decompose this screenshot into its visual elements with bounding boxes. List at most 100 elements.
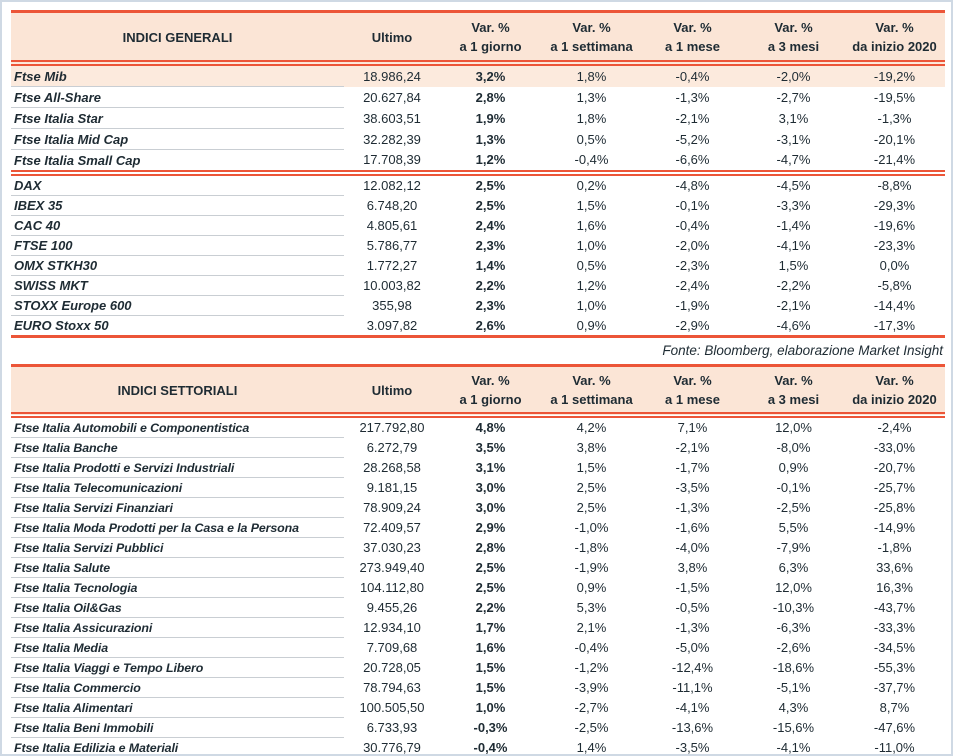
- var-1-settimana-cell: 0,9%: [576, 317, 607, 333]
- ultimo-cell: 9.181,15: [366, 480, 418, 495]
- table-row: Ftse Italia Servizi Pubblici 37.030,23 2,8…: [11, 537, 945, 558]
- header-row: INDICI SETTORIALI Ultimo Var. % a 1 giorno V…: [11, 365, 945, 418]
- var-1-mese-cell: -1,3%: [675, 89, 710, 105]
- var-inizio-2020-cell: -43,7%: [873, 600, 916, 615]
- var-3-mesi-cell: -0,1%: [776, 480, 811, 495]
- var-1-giorno-cell: 3,0%: [475, 500, 506, 515]
- var-1-settimana-cell: 0,2%: [576, 178, 607, 194]
- table-row: Ftse Italia Star 38.603,51 1,9% 1,8% -2,1% 3,…: [11, 107, 945, 129]
- col-header-line2: a 1 mese: [665, 39, 720, 54]
- var-1-mese-cell: -4,0%: [675, 540, 710, 555]
- index-name-cell: Ftse Italia Prodotti e Servizi Industria…: [11, 457, 344, 478]
- var-3-mesi-cell: -8,0%: [776, 440, 811, 455]
- ultimo-cell: 32.282,39: [363, 131, 421, 147]
- var-inizio-2020-cell: -33,0%: [873, 440, 916, 455]
- ultimo-cell: 38.603,51: [363, 110, 421, 126]
- table-row: Ftse Italia Small Cap 17.708,39 1,2% -0,4% -…: [11, 149, 945, 176]
- index-name-cell: OMX STKH30: [11, 255, 344, 276]
- var-3-mesi-cell: -5,1%: [776, 680, 811, 695]
- index-name-cell: Ftse Italia Moda Prodotti per la Casa e …: [11, 517, 344, 538]
- col-header-line2: a 1 settimana: [550, 39, 633, 54]
- var-3-mesi-cell: -18,6%: [772, 660, 815, 675]
- var-3-mesi-cell: 3,1%: [778, 110, 809, 126]
- var-1-settimana-cell: 0,5%: [576, 258, 607, 273]
- var-inizio-2020-cell: -19,2%: [844, 63, 945, 87]
- index-group-0: Ftse Mib 18.986,24 3,2% 1,8% -0,4% -2,0% -19,2…: [11, 63, 945, 176]
- var-1-mese-cell: -4,8%: [675, 178, 710, 194]
- var-inizio-2020-cell: -1,8%: [877, 540, 912, 555]
- col-header-line2: da inizio 2020: [852, 392, 937, 407]
- var-3-mesi-cell: -2,6%: [776, 640, 811, 655]
- var-1-settimana-cell: 2,5%: [576, 500, 607, 515]
- table-row: Ftse Italia Edilizia e Materiali 30.776,7…: [11, 738, 945, 755]
- ultimo-cell: 4.805,61: [366, 218, 418, 233]
- var-1-giorno-cell: 2,9%: [475, 520, 506, 535]
- var-1-giorno-cell: -0,4%: [473, 739, 508, 755]
- ultimo-cell: 100.505,50: [359, 700, 425, 715]
- table-row: Ftse Italia Servizi Finanziari 78.909,24 3…: [11, 497, 945, 518]
- table-row: Ftse Italia Commercio 78.794,63 1,5% -3,9% -…: [11, 677, 945, 698]
- var-1-giorno-cell: 1,9%: [475, 110, 506, 126]
- var-3-mesi-cell: -4,5%: [776, 178, 811, 194]
- table-row: Ftse Italia Alimentari 100.505,50 1,0% -2,7…: [11, 697, 945, 718]
- var-1-giorno-cell: 3,5%: [475, 440, 506, 455]
- index-group-0: Ftse Italia Automobili e Componentistica…: [11, 415, 945, 755]
- ultimo-cell: 3.097,82: [366, 317, 418, 333]
- col-header-line2: a 1 giorno: [459, 392, 522, 407]
- table-header: INDICI GENERALI Ultimo Var. % a 1 giorno Var…: [11, 11, 945, 66]
- ultimo-cell: 6.748,20: [366, 198, 418, 213]
- col-header-line1: Var. %: [471, 20, 510, 35]
- ultimo-cell: 78.794,63: [363, 680, 421, 695]
- var-inizio-2020-cell: -19,5%: [873, 89, 916, 105]
- var-1-giorno-cell: 1,2%: [440, 149, 541, 176]
- var-3-mesi-cell: -4,7%: [743, 149, 844, 176]
- var-inizio-2020-cell: -11,0%: [874, 739, 915, 755]
- ultimo-cell: 28.268,58: [363, 460, 421, 475]
- var-1-settimana-cell: 1,6%: [576, 218, 607, 233]
- var-1-settimana-cell: 1,3%: [576, 89, 607, 105]
- ultimo-cell: 104.112,80: [359, 580, 425, 595]
- ultimo-cell: 78.909,24: [363, 500, 421, 515]
- col-header-line2: a 1 mese: [665, 392, 720, 407]
- col-header-line1: Var. %: [471, 373, 510, 388]
- table-row: SWISS MKT 10.003,82 2,2% 1,2% -2,4% -2,2% -5,8…: [11, 275, 945, 296]
- index-name-cell: SWISS MKT: [11, 275, 344, 296]
- index-name-cell: Ftse Italia Tecnologia: [11, 577, 344, 598]
- indici-generali-table: INDICI GENERALI Ultimo Var. % a 1 giorno Var…: [11, 10, 945, 338]
- var-3-mesi-cell: -7,9%: [776, 540, 811, 555]
- table-row: FTSE 100 5.786,77 2,3% 1,0% -2,0% -4,1% -23,3%: [11, 235, 945, 256]
- index-name-cell: Ftse Italia Oil&Gas: [11, 597, 344, 618]
- var-inizio-2020-cell: -20,1%: [873, 131, 916, 147]
- index-name-cell: Ftse Italia Mid Cap: [11, 128, 344, 150]
- var-inizio-2020-cell: -25,7%: [873, 480, 916, 495]
- var-1-mese-cell: -2,1%: [675, 110, 710, 126]
- index-name-cell: Ftse Italia Small Cap: [11, 149, 344, 176]
- var-1-settimana-cell: -2,5%: [574, 720, 609, 735]
- var-inizio-2020-cell: -20,7%: [873, 460, 916, 475]
- var-1-mese-cell: -11,1%: [672, 680, 713, 695]
- var-inizio-2020-cell: 8,7%: [879, 700, 910, 715]
- var-1-giorno-cell: -0,3%: [473, 720, 508, 735]
- index-name-cell: Ftse Italia Media: [11, 637, 344, 658]
- var-1-mese-cell: -2,0%: [675, 238, 710, 253]
- var-inizio-2020-cell: 16,3%: [876, 580, 913, 595]
- ultimo-cell: 30.776,79: [363, 739, 421, 755]
- col-header-line1: Var. %: [572, 373, 611, 388]
- index-name-cell: FTSE 100: [11, 235, 344, 256]
- var-3-mesi-cell: -1,4%: [776, 218, 811, 233]
- col-header-var-2: Var. % a 1 mese: [642, 11, 743, 66]
- col-header-var-1: Var. % a 1 settimana: [541, 365, 642, 418]
- ultimo-cell: 20.627,84: [363, 89, 421, 105]
- var-inizio-2020-cell: -21,4%: [844, 149, 945, 176]
- var-3-mesi-cell: 12,0%: [775, 580, 812, 595]
- col-header-line2: a 3 mesi: [767, 392, 820, 407]
- ultimo-cell: 355,98: [372, 298, 412, 313]
- table-row: Ftse Italia Moda Prodotti per la Casa e …: [11, 517, 945, 538]
- ultimo-cell: 5.786,77: [366, 238, 418, 253]
- table-row: Ftse Italia Telecomunicazioni 9.181,15 3,0…: [11, 477, 945, 498]
- table-row: Ftse Italia Salute 273.949,40 2,5% -1,9% 3,8…: [11, 557, 945, 578]
- table-row: Ftse Italia Viaggi e Tempo Libero 20.728,…: [11, 657, 945, 678]
- var-1-giorno-cell: 1,5%: [475, 660, 506, 675]
- var-1-settimana-cell: 1,0%: [576, 298, 607, 313]
- index-name-cell: Ftse Italia Servizi Finanziari: [11, 497, 344, 518]
